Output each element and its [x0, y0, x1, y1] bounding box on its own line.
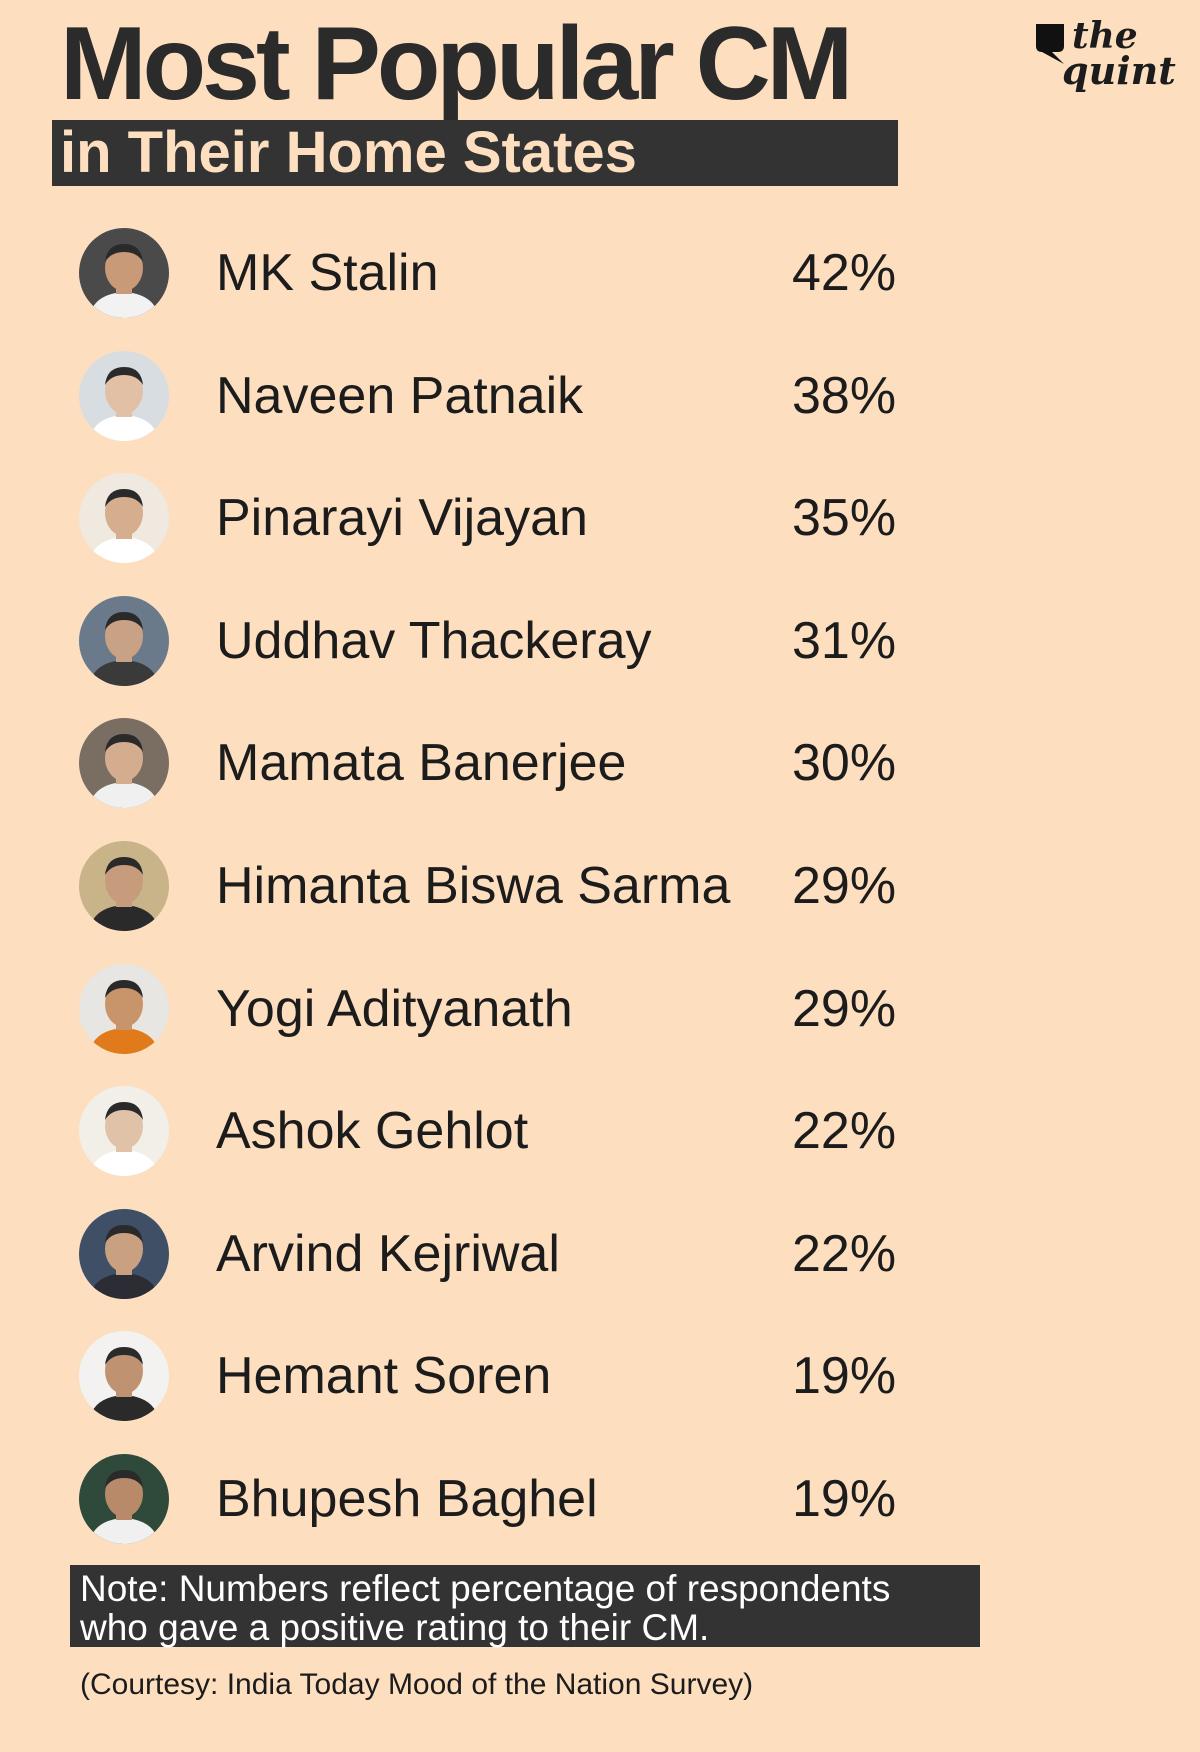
table-row: Arvind Kejriwal 22%: [0, 1199, 1200, 1309]
table-row: Mamata Banerjee 30%: [0, 708, 1200, 818]
cm-rating-value: 35%: [792, 489, 897, 548]
portrait-icon: [79, 350, 169, 441]
cm-rating-value: 29%: [792, 979, 897, 1038]
table-row: Ashok Gehlot 22%: [0, 1076, 1200, 1186]
cm-name: MK Stalin: [216, 244, 439, 302]
cm-name: Himanta Biswa Sarma: [216, 857, 731, 915]
cm-rating-value: 31%: [792, 611, 897, 670]
table-row: Hemant Soren 19%: [0, 1321, 1200, 1431]
portrait-icon: [79, 1208, 169, 1299]
portrait-icon: [79, 473, 169, 564]
portrait-icon: [79, 718, 169, 809]
cm-rating-value: 22%: [792, 1224, 897, 1283]
logo-text-the: the: [1072, 15, 1138, 57]
table-row: Uddhav Thackeray 31%: [0, 586, 1200, 696]
table-row: MK Stalin 42%: [0, 218, 1200, 328]
source-credit: (Courtesy: India Today Mood of the Natio…: [80, 1668, 754, 1701]
cm-name: Ashok Gehlot: [216, 1102, 529, 1161]
portrait-icon: [79, 841, 169, 931]
portrait-icon: [79, 963, 169, 1054]
cm-name: Arvind Kejriwal: [216, 1224, 560, 1283]
cm-name: Naveen Patnaik: [216, 366, 584, 425]
table-row: Bhupesh Baghel 19%: [0, 1444, 1200, 1554]
table-row: Pinarayi Vijayan 35%: [0, 463, 1200, 573]
table-row: Himanta Biswa Sarma 29%: [0, 831, 1200, 941]
note-box: Note: Numbers reflect percentage of resp…: [70, 1565, 980, 1647]
portrait-icon: [79, 228, 169, 318]
the-quint-logo: the quint: [1034, 15, 1176, 108]
cm-rating-value: 19%: [792, 1470, 897, 1528]
cm-rating-value: 30%: [792, 734, 897, 793]
table-row: Yogi Adityanath 29%: [0, 954, 1200, 1064]
portrait-icon: [79, 1331, 169, 1422]
cm-name: Yogi Adityanath: [216, 979, 573, 1038]
page-title: Most Popular CM: [60, 6, 853, 122]
cm-name: Mamata Banerjee: [216, 734, 627, 793]
cm-name: Uddhav Thackeray: [216, 611, 652, 670]
logo-text-quint: quint: [1062, 48, 1176, 93]
cm-rating-value: 22%: [792, 1102, 897, 1161]
cm-rating-value: 29%: [792, 857, 897, 915]
page-subtitle: in Their Home States: [52, 120, 898, 186]
portrait-icon: [79, 595, 169, 686]
note-line-1: Note: Numbers reflect percentage of resp…: [80, 1568, 891, 1609]
portrait-icon: [79, 1086, 169, 1177]
cm-rating-value: 38%: [792, 366, 897, 425]
cm-name: Pinarayi Vijayan: [216, 489, 588, 548]
speech-bubble-icon: [1036, 24, 1064, 64]
cm-rating-value: 42%: [792, 244, 897, 302]
portrait-icon: [79, 1454, 169, 1544]
cm-name: Hemant Soren: [216, 1347, 552, 1406]
cm-rating-value: 19%: [792, 1347, 897, 1406]
note-line-2: who gave a positive rating to their CM.: [80, 1607, 710, 1648]
cm-name: Bhupesh Baghel: [216, 1470, 598, 1528]
table-row: Naveen Patnaik 38%: [0, 341, 1200, 451]
